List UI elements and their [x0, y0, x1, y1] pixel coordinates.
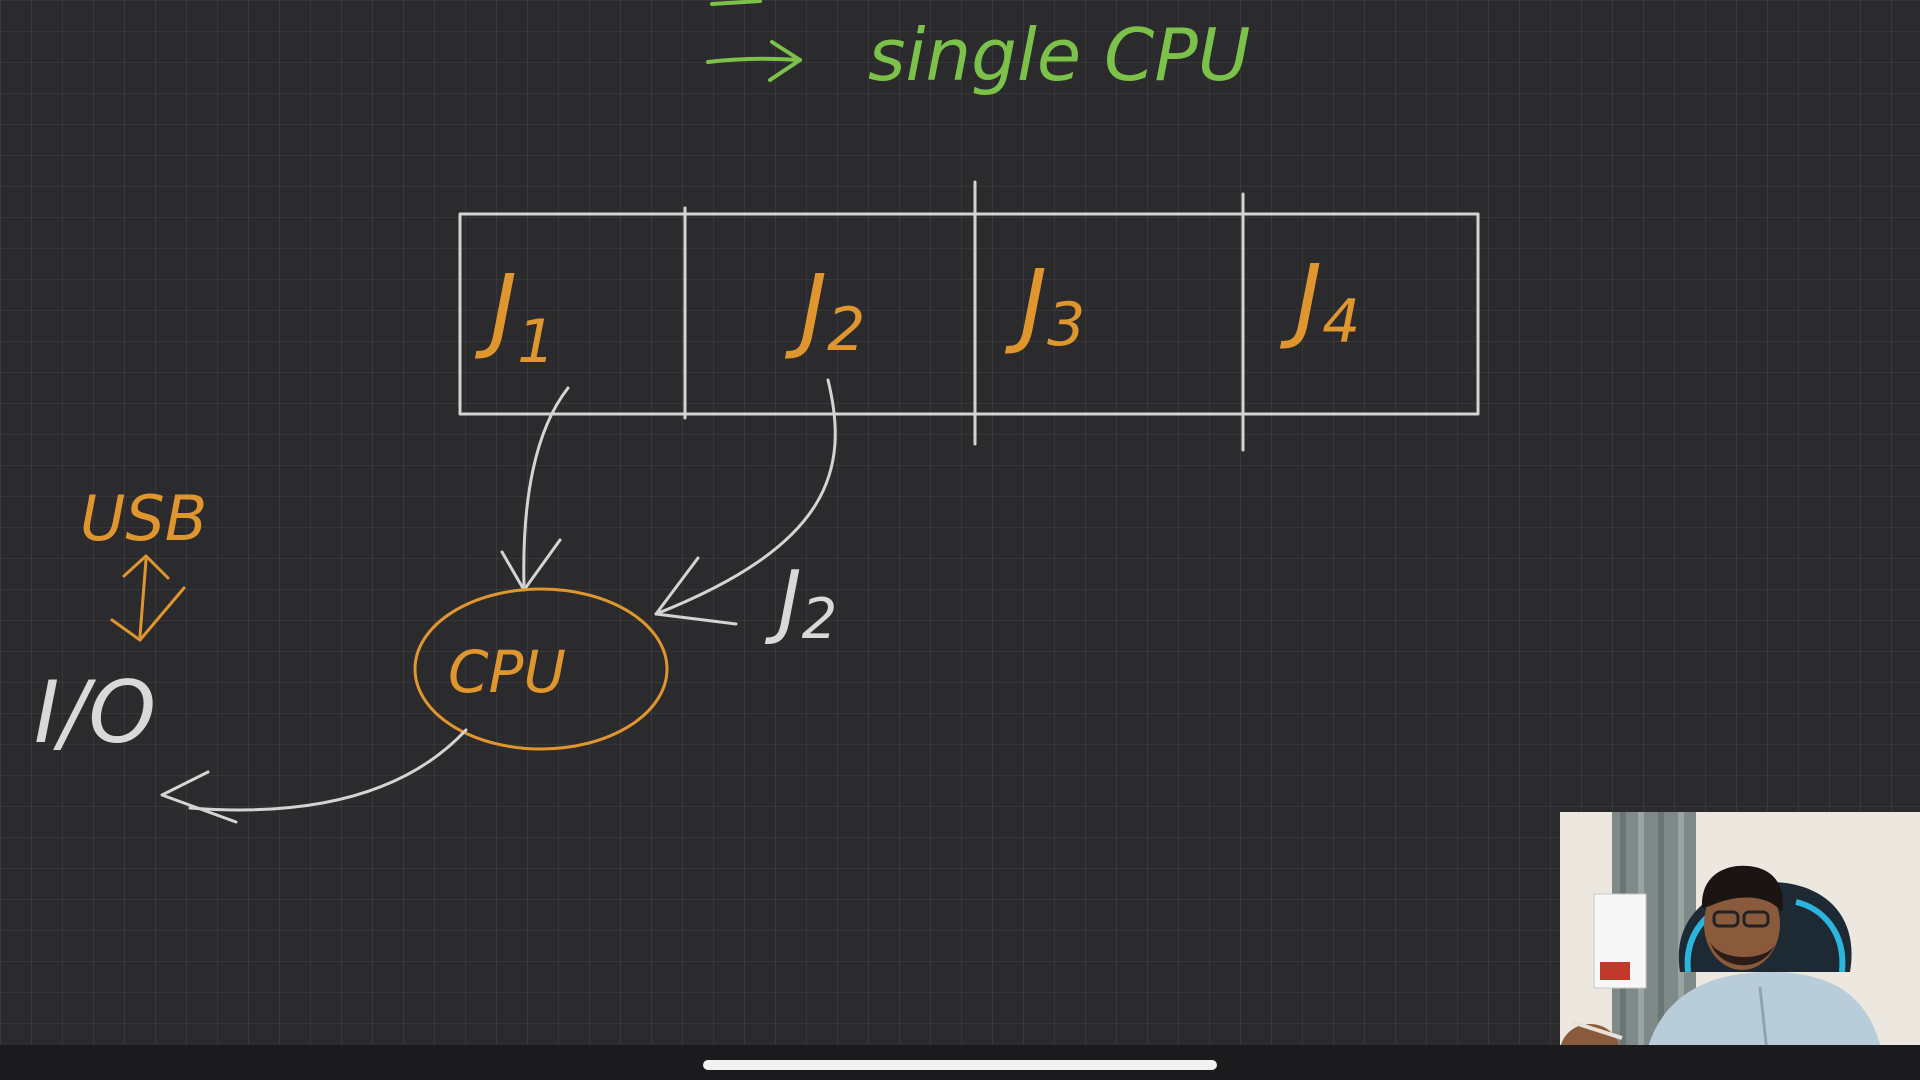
waiting-job-label: J2: [764, 554, 837, 652]
job-cell-3: J3: [1004, 250, 1085, 360]
io-label: I/O: [34, 663, 156, 763]
job-queue-table: J1 J2 J3 J4: [458, 180, 1480, 452]
job-cell-4: J4: [1279, 245, 1360, 357]
heading-text: single CPU: [868, 13, 1250, 97]
arrow-j2-to-cpu: [654, 378, 837, 626]
job-queue-border: [458, 212, 1480, 416]
cpu-label: CPU: [448, 638, 566, 706]
heading-arrow: [706, 40, 802, 82]
presenter-video: [1560, 812, 1920, 1080]
cpu-ellipse: [413, 587, 669, 751]
heading-partial-stroke: [710, 0, 762, 6]
usb-io-double-arrow: [110, 554, 186, 642]
usb-label: USB: [80, 482, 207, 555]
job-cell-2: J2: [784, 255, 865, 365]
job-cell-1: J1: [474, 255, 555, 377]
arrow-j1-to-cpu: [500, 386, 570, 592]
arrow-cpu-to-io: [160, 728, 468, 824]
home-indicator[interactable]: [703, 1060, 1217, 1070]
